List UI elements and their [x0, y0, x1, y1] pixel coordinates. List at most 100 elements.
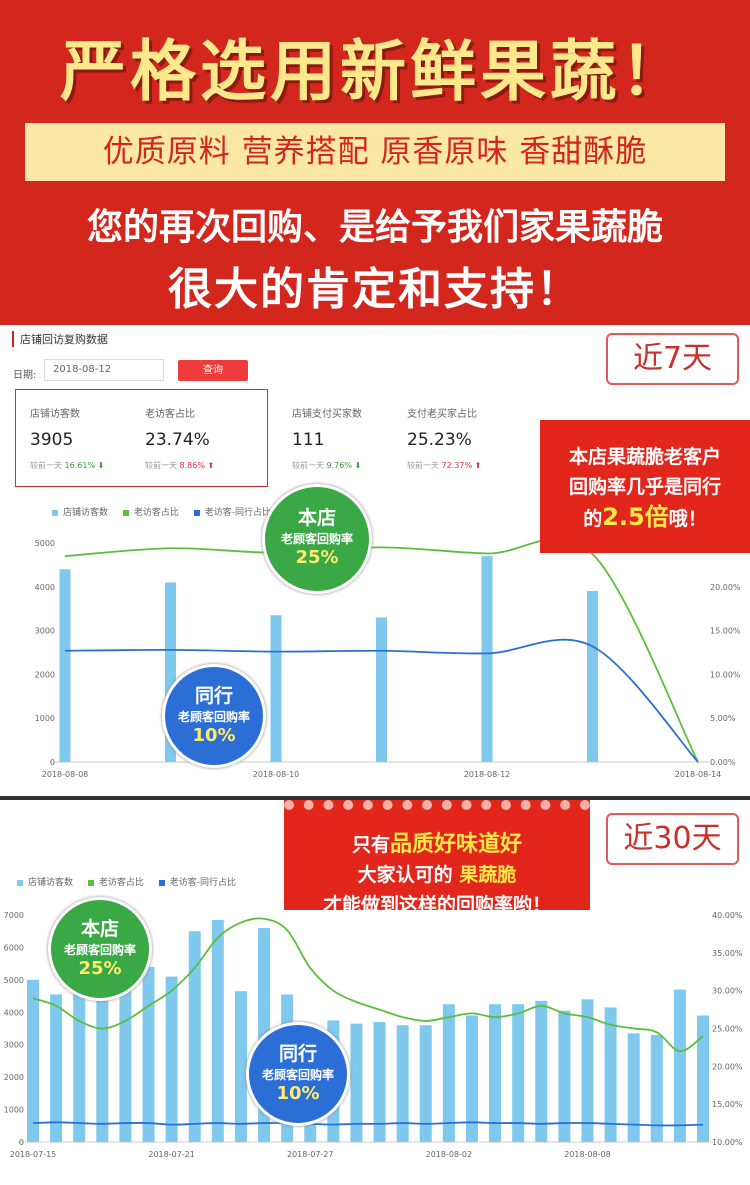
x-tick-label: 2018-07-27 — [287, 1150, 334, 1159]
x-tick-label: 2018-08-12 — [464, 770, 511, 779]
arrow-down-icon: ⬇ — [97, 461, 105, 470]
badge-rate: 10% — [276, 1083, 320, 1104]
bar-visitors — [119, 979, 132, 1142]
right-tick-label: 25.00% — [712, 1025, 743, 1034]
bar-visitors — [373, 1022, 386, 1142]
bar-visitors — [73, 989, 86, 1142]
chart2-legend: 店铺访客数 老访客占比 老访客-同行占比 — [5, 875, 236, 888]
x-tick-label: 2018-08-02 — [426, 1150, 473, 1159]
right-tick-label: 20.00% — [712, 1062, 743, 1071]
callout-line: 的2.5倍哦！ — [583, 503, 707, 531]
badge-rate: 25% — [78, 958, 122, 979]
metric-returning-buyers: 支付老买家占比 25.23% 较前一天 72.37% ⬆ — [407, 405, 522, 471]
metric-paying-buyers: 店铺支付买家数 111 较前一天 9.76% ⬇ — [292, 405, 407, 471]
metric-visitors: 店铺访客数 3905 较前一天 16.61% ⬇ — [30, 405, 145, 471]
bar-visitors — [650, 1034, 663, 1142]
metric-title: 支付老买家占比 — [407, 409, 477, 420]
left-tick-label: 3000 — [35, 627, 55, 636]
metric-change: 72.37% — [441, 461, 473, 470]
x-tick-label: 2018-08-10 — [253, 770, 300, 779]
headline: 严格选用新鲜果蔬！ — [60, 33, 690, 110]
bar-visitors — [165, 976, 178, 1142]
bar-visitors — [234, 991, 247, 1142]
right-tick-label: 15.00% — [712, 1100, 743, 1109]
bar-visitors — [512, 1004, 525, 1142]
right-tick-label: 10.00% — [712, 1138, 743, 1147]
own-rate-badge-30: 本店 老顾客回购率 25% — [48, 897, 152, 1001]
legend-item: 店铺访客数 — [28, 878, 74, 888]
query-button[interactable]: 查询 — [178, 360, 248, 381]
left-tick-label: 3000 — [4, 1041, 24, 1050]
left-tick-label: 1000 — [35, 714, 55, 723]
bar-visitors — [627, 1033, 640, 1142]
date-label: 日期: — [13, 370, 37, 381]
right-tick-label: 40.00% — [712, 911, 743, 920]
metric-value: 3905 — [30, 430, 74, 450]
badge-name: 本店 — [80, 918, 119, 940]
bar-visitors — [376, 617, 387, 762]
badge-label: 老顾客回购率 — [261, 1068, 334, 1082]
callout-line: 只有品质好味道好 — [351, 832, 523, 857]
left-tick-label: 6000 — [4, 943, 24, 952]
legend-swatch — [17, 879, 23, 886]
date-input[interactable]: 2018-08-12 — [44, 359, 164, 381]
compare-label: 较前一天 — [30, 461, 62, 470]
left-tick-label: 5000 — [4, 976, 24, 985]
left-tick-label: 7000 — [4, 911, 24, 920]
bar-visitors — [142, 966, 155, 1142]
metric-value: 23.74% — [145, 430, 210, 450]
left-tick-label: 4000 — [35, 583, 55, 592]
x-tick-label: 2018-07-21 — [148, 1150, 195, 1159]
bar-visitors — [188, 931, 201, 1142]
peer-rate-badge-7: 同行 老顾客回购率 10% — [162, 664, 266, 768]
peer-rate-badge-30: 同行 老顾客回购率 10% — [246, 1022, 350, 1126]
x-tick-label: 2018-08-08 — [564, 1150, 611, 1159]
bar-visitors — [211, 919, 224, 1142]
callout-line: 回购率几乎是同行 — [568, 476, 721, 498]
bar-visitors — [270, 615, 282, 762]
metric-change: 9.76% — [326, 461, 352, 470]
legend-item: 老访客-同行占比 — [204, 508, 272, 518]
line-returning-ratio — [64, 537, 699, 763]
legend-item: 老访客-同行占比 — [169, 878, 237, 888]
period-badge-7: 近7天 — [606, 333, 739, 385]
arrow-down-icon: ⬇ — [354, 461, 362, 470]
chart-7-days: 0 1000 2000 3000 4000 5000 0.00% 5.00% 10.00% 15.… — [35, 537, 741, 779]
bar-visitors — [535, 1000, 548, 1142]
line-returning-ratio — [32, 917, 704, 1053]
bar-visitors — [165, 582, 176, 762]
bar-visitors — [604, 1007, 617, 1142]
callout-line: 大家认可的 果蔬脆 — [357, 864, 517, 886]
left-tick-label: 4000 — [4, 1008, 24, 1017]
badge-rate: 10% — [192, 725, 236, 746]
metric-returning-ratio: 老访客占比 23.74% 较前一天 8.86% ⬆ — [145, 405, 260, 471]
legend-item: 老访客占比 — [133, 508, 179, 518]
left-tick-label: 0 — [19, 1138, 24, 1147]
metric-title: 老访客占比 — [145, 409, 195, 420]
right-tick-label: 35.00% — [712, 949, 743, 958]
callout-30-days: 只有品质好味道好 大家认可的 果蔬脆 才能做到这样的回购率哟！ — [284, 800, 590, 916]
highlight-box — [15, 389, 268, 487]
right-tick-label: 0.00% — [710, 758, 736, 767]
divider — [0, 796, 750, 800]
metric-change: 8.86% — [179, 461, 205, 470]
bar-visitors — [442, 1004, 455, 1142]
left-tick-label: 5000 — [35, 539, 55, 548]
badge-name: 同行 — [278, 1043, 317, 1065]
metric-value: 111 — [292, 430, 325, 450]
arrow-up-icon: ⬆ — [474, 461, 482, 470]
compare-label: 较前一天 — [292, 461, 324, 470]
callout-line: 才能做到这样的回购率哟！ — [322, 894, 551, 916]
period-badge-30: 近30天 — [606, 813, 739, 865]
x-tick-label: 2018-08-08 — [42, 770, 89, 779]
legend-swatch — [193, 509, 200, 516]
dashboard-7-days — [0, 325, 750, 797]
bar-visitors — [27, 979, 39, 1142]
thanks-line-2: 很大的肯定和支持！ — [168, 264, 582, 315]
chart1-legend: 店铺访客数 老访客占比 老访客-同行占比 — [40, 505, 271, 518]
left-tick-label: 2000 — [4, 1073, 24, 1082]
badge-label: 老顾客回购率 — [177, 710, 250, 724]
left-tick-label: 0 — [50, 758, 55, 767]
badge-name: 同行 — [194, 685, 233, 707]
right-tick-label: 20.00% — [710, 583, 741, 592]
